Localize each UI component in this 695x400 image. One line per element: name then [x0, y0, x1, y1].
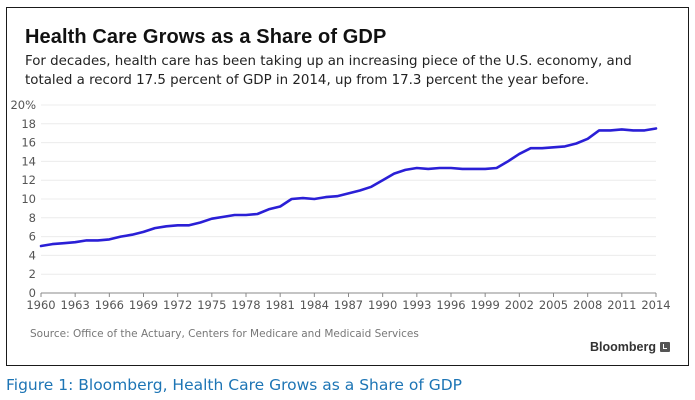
x-tick-label: 1978 — [231, 298, 260, 312]
y-tick-label: 20% — [10, 98, 36, 112]
x-tick-label: 2008 — [573, 298, 602, 312]
brand-name: Bloomberg — [590, 340, 656, 354]
x-tick-label: 1969 — [129, 298, 158, 312]
chart-title: Health Care Grows as a Share of GDP — [25, 26, 387, 48]
x-tick-label: 2014 — [641, 298, 670, 312]
chart-frame — [6, 7, 689, 366]
x-tick-label: 1990 — [368, 298, 397, 312]
chart-subtitle: For decades, health care has been taking… — [25, 54, 632, 88]
series-line — [39, 127, 658, 248]
x-tick-label: 2005 — [539, 298, 568, 312]
series-lines — [39, 127, 658, 248]
x-tick-label: 2011 — [607, 298, 636, 312]
x-tick-label: 1999 — [471, 298, 500, 312]
gridlines — [41, 104, 656, 275]
x-tick-label: 1987 — [334, 298, 363, 312]
y-tick-label: 16 — [21, 136, 36, 150]
y-tick-label: 0 — [29, 286, 36, 300]
y-tick-label: 12 — [21, 173, 36, 187]
y-tick-label: 6 — [29, 230, 36, 244]
y-tick-label: 4 — [29, 248, 36, 262]
x-tick-label: 1993 — [402, 298, 431, 312]
y-axis-ticks: 0 2 4 6 8 10 12 14 16 18 20% — [10, 98, 36, 300]
x-tick-label: 1981 — [266, 298, 295, 312]
y-tick-label: 8 — [29, 211, 36, 225]
x-tick-label: 1984 — [300, 298, 329, 312]
x-tick-label: 1996 — [436, 298, 465, 312]
bloomberg-logo-icon — [659, 342, 670, 352]
y-tick-label: 2 — [29, 267, 36, 281]
y-tick-label: 10 — [21, 192, 36, 206]
brand-logo: Bloomberg — [590, 340, 670, 354]
x-tick-label: 1966 — [95, 298, 124, 312]
x-tick-label: 2002 — [505, 298, 534, 312]
figure-caption: Figure 1: Bloomberg, Health Care Grows a… — [6, 376, 463, 394]
x-axis: 1960 1963 1966 1969 1972 1975 1978 1981 1984 1987… — [26, 292, 671, 312]
x-tick-label: 1975 — [197, 298, 226, 312]
x-tick-label: 1963 — [61, 298, 90, 312]
x-tick-label: 1972 — [163, 298, 192, 312]
y-tick-label: 18 — [21, 117, 36, 131]
source-note: Source: Office of the Actuary, Centers f… — [30, 328, 419, 340]
x-tick-label: 1960 — [26, 298, 55, 312]
y-tick-label: 14 — [21, 154, 36, 168]
